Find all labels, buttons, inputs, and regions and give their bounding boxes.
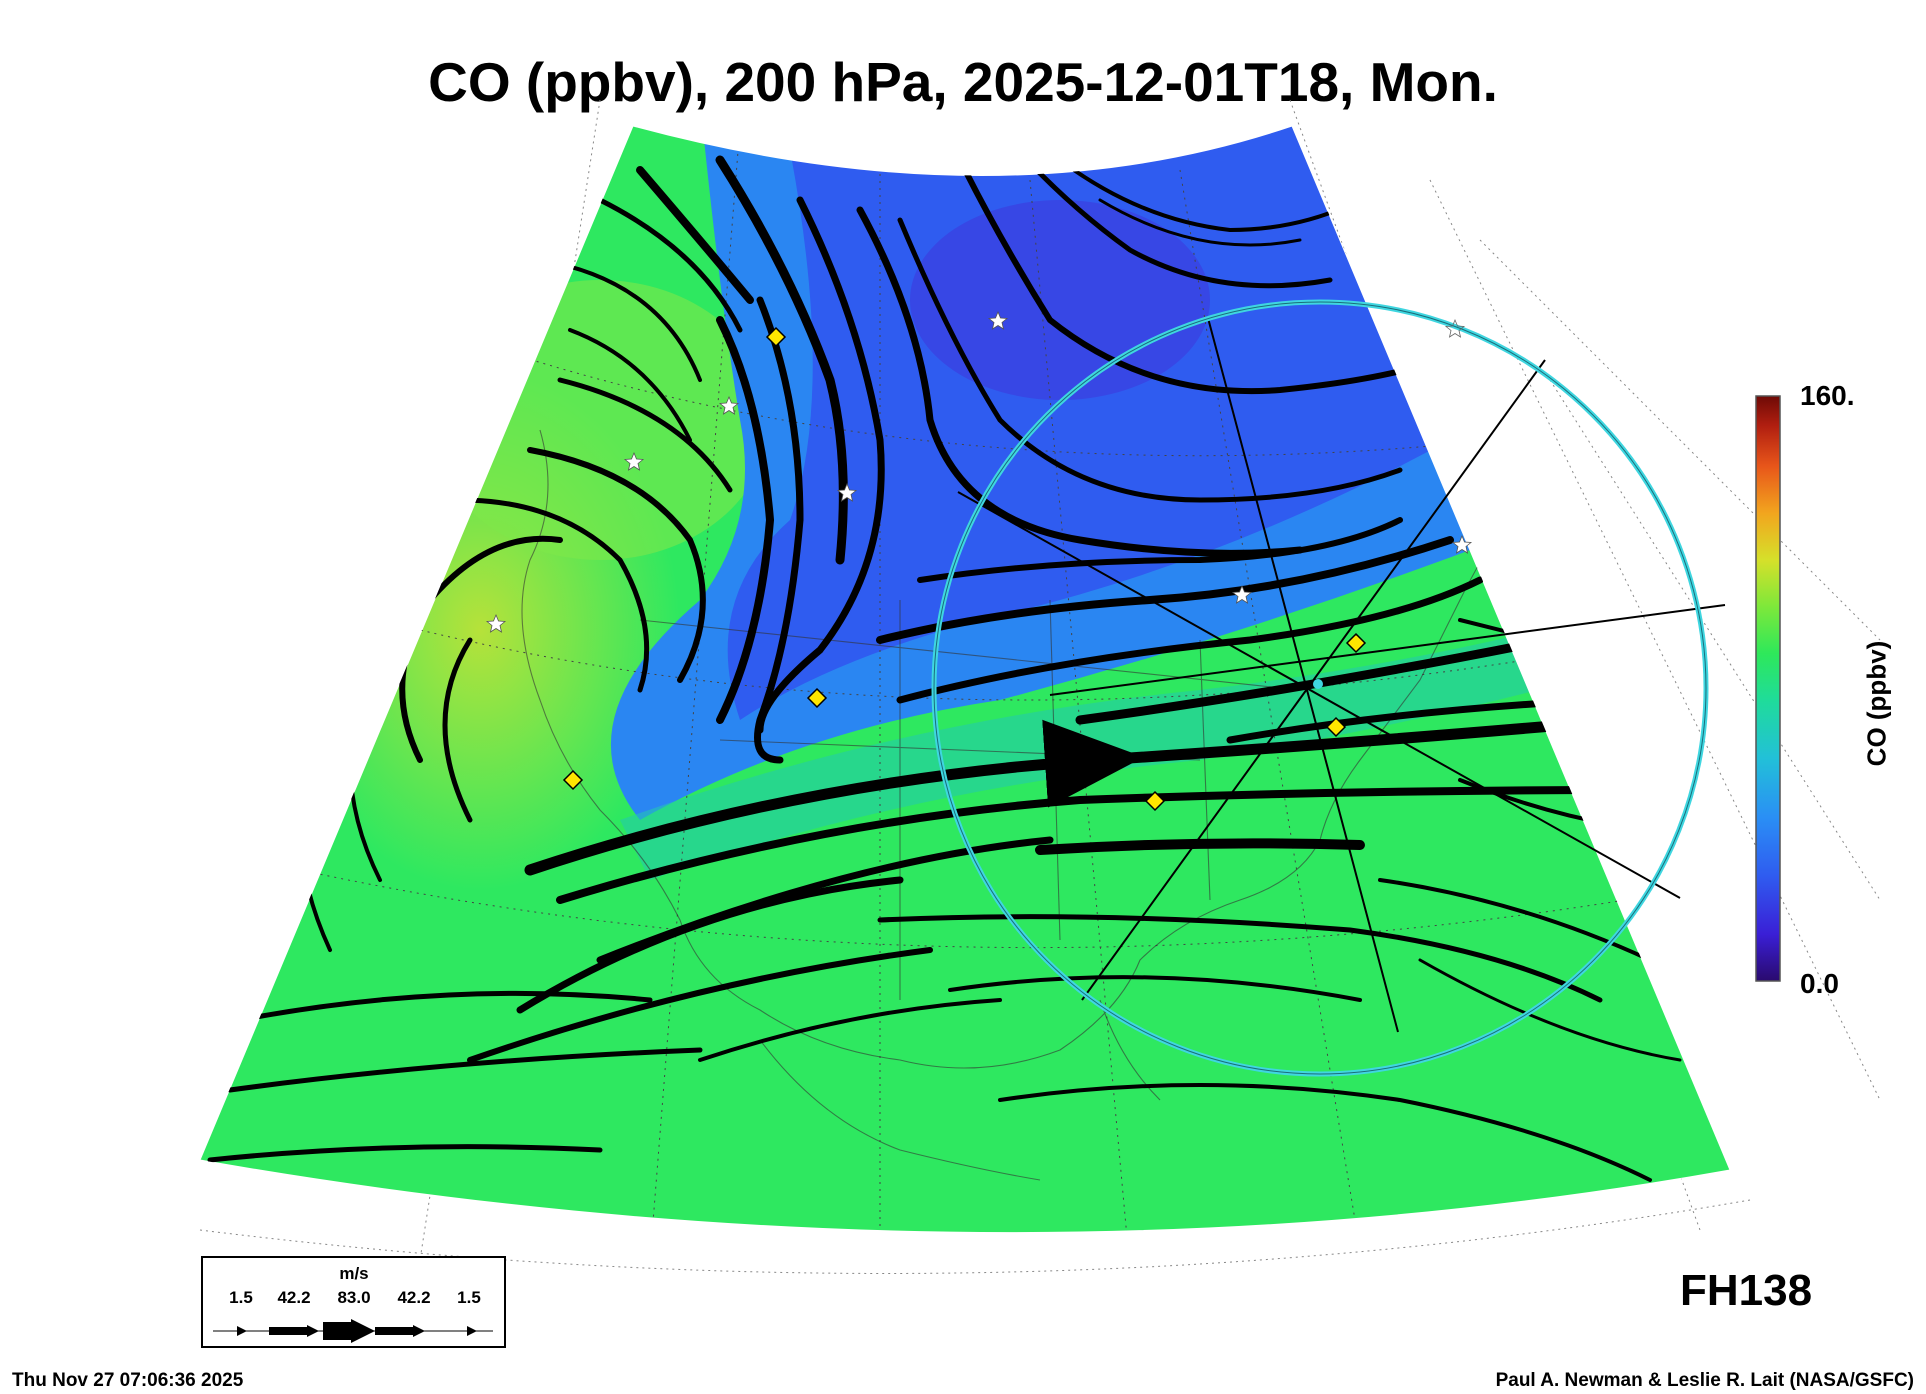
- site-diamond: [562, 769, 584, 791]
- station-star: [836, 482, 858, 502]
- wind-legend-value: 42.2: [397, 1288, 431, 1307]
- site-diamond: [1345, 632, 1367, 654]
- domain-outline: [199, 125, 1731, 1234]
- colorbar: [1755, 395, 1781, 982]
- graticule-lines: [299, 126, 1730, 1233]
- station-stars: [485, 310, 1473, 633]
- cross-section-lines: [957, 317, 1726, 1033]
- station-star: [485, 613, 507, 633]
- footer-credit: Paul A. Newman & Leslie R. Lait (NASA/GS…: [1495, 1370, 1914, 1391]
- station-star: [1444, 318, 1466, 338]
- site-markers: [562, 326, 1367, 812]
- wind-legend-unit: m/s: [339, 1264, 369, 1283]
- wind-legend-value: 83.0: [337, 1288, 371, 1307]
- forecast-hour: FH138: [1680, 1266, 1813, 1315]
- wind-legend-value: 42.2: [277, 1288, 311, 1307]
- station-star: [1451, 534, 1473, 554]
- wind-legend-value: 1.5: [457, 1288, 481, 1307]
- colorbar-min-label: 0.0: [1800, 968, 1839, 999]
- colorbar-max-label: 160.: [1800, 380, 1855, 411]
- site-diamond: [1325, 716, 1347, 738]
- map-title: CO (ppbv), 200 hPa, 2025-12-01T18, Mon.: [428, 51, 1498, 113]
- wind-legend-arrows: [213, 1319, 493, 1343]
- site-diamond: [765, 326, 787, 348]
- colorbar-axis-label: CO (ppbv): [1861, 640, 1892, 767]
- range-ring-inner: [933, 301, 1707, 1075]
- ring-center-marker: [1313, 679, 1323, 689]
- station-star: [1231, 584, 1253, 604]
- footer-timestamp: Thu Nov 27 07:06:36 2025: [12, 1370, 244, 1391]
- station-star: [718, 395, 740, 415]
- co-field: [200, 126, 1730, 1233]
- site-diamond: [1144, 790, 1166, 812]
- station-star: [623, 451, 645, 471]
- site-diamond: [806, 687, 828, 709]
- station-star: [987, 310, 1009, 330]
- wind-legend-value: 1.5: [229, 1288, 253, 1307]
- wind-speed-legend: m/s 1.5 42.2 83.0 42.2 1.5: [201, 1256, 506, 1348]
